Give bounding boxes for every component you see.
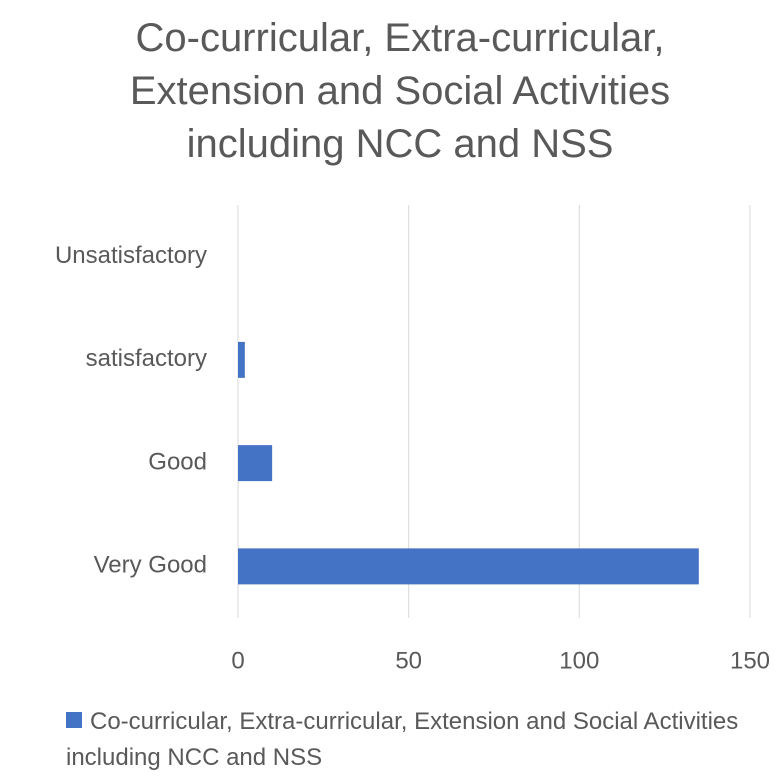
y-tick-label: Very Good: [94, 552, 207, 579]
bar: [238, 341, 245, 378]
bar: [238, 445, 273, 482]
legend-swatch: [66, 712, 82, 728]
y-tick-label: satisfactory: [86, 345, 207, 372]
x-tick-label: 150: [730, 647, 770, 674]
x-tick-label: 0: [231, 647, 244, 674]
legend: Co-curricular, Extra-curricular, Extensi…: [66, 704, 766, 776]
x-tick-label: 50: [395, 647, 422, 674]
bar: [238, 548, 699, 585]
x-tick-label: 100: [559, 647, 599, 674]
y-tick-label: Good: [148, 448, 207, 475]
chart-title: Co-curricular, Extra-curricular, Extensi…: [129, 16, 671, 166]
plot: 0 50 100 150 Unsatisfactory satisfactory Good V…: [55, 205, 770, 674]
y-tick-label: Unsatisfactory: [55, 242, 207, 269]
legend-label: Co-curricular, Extra-curricular, Extensi…: [66, 708, 739, 771]
